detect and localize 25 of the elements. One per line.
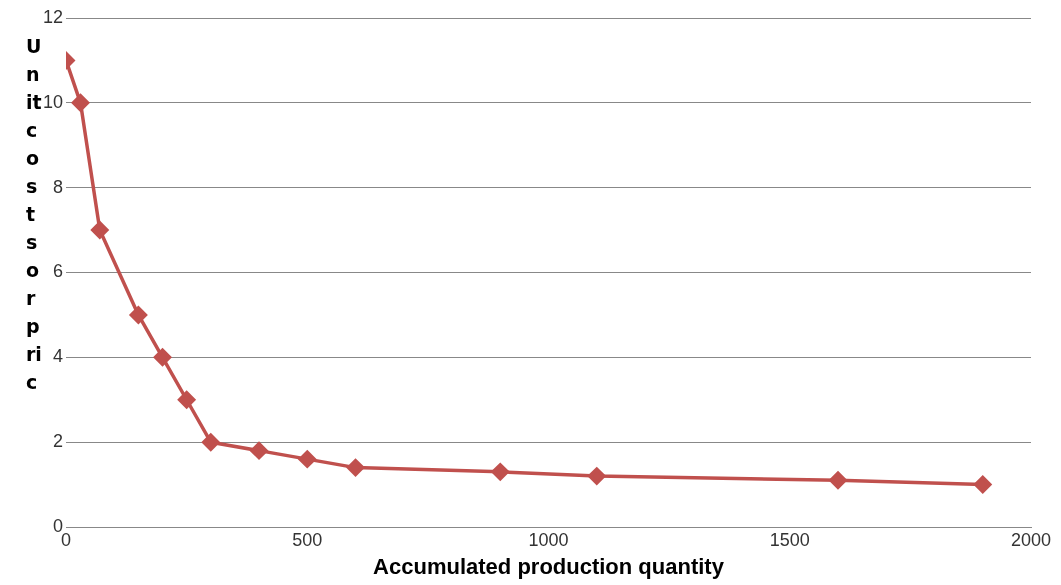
point — [588, 467, 606, 485]
point — [250, 441, 268, 460]
y-tick-label: 6 — [53, 261, 64, 282]
point — [177, 391, 196, 409]
point — [974, 475, 992, 494]
y-tick-label: 10 — [42, 91, 64, 112]
point — [202, 433, 220, 451]
y-tick-label: 2 — [53, 431, 64, 452]
x-tick-label: 2000 — [1010, 529, 1052, 550]
y-tick-label: 4 — [53, 346, 64, 367]
point — [153, 348, 172, 367]
y-tick-label: 8 — [53, 176, 64, 197]
x-axis-title: Accumulated production quantity — [373, 553, 725, 579]
point — [829, 471, 847, 490]
y-tick-label: 12 — [42, 6, 64, 27]
point — [91, 221, 109, 239]
point — [71, 94, 90, 112]
text: Unit costs or pric — [26, 35, 42, 393]
x-tick-label: 1500 — [769, 529, 810, 550]
x-tick-label: 500 — [292, 529, 323, 550]
x-tick-label: 1000 — [528, 529, 569, 550]
point — [298, 450, 317, 468]
point — [346, 458, 365, 477]
point — [129, 306, 148, 324]
point — [491, 463, 510, 481]
